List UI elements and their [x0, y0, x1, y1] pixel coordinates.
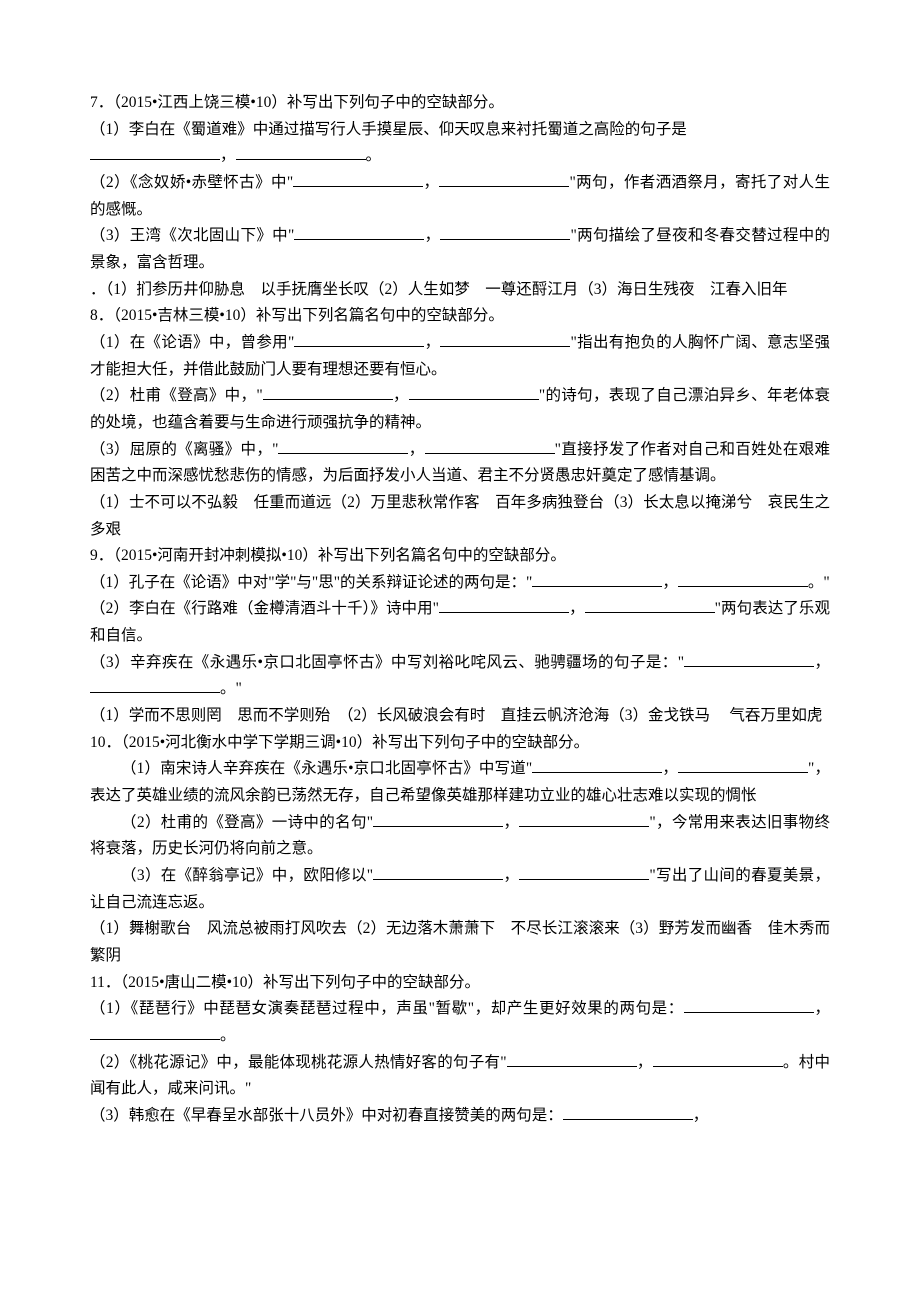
blank: [236, 145, 366, 161]
q10-item-3-text: （3）在《醉翁亭记》中，欧阳修以": [121, 867, 373, 884]
q10-item-1-text: （1）南宋诗人辛弃疾在《永遇乐•京口北固亭怀古》中写道": [121, 760, 532, 777]
blank: [532, 758, 662, 774]
q10-answer: （1）舞榭歌台 风流总被雨打风吹去（2）无边落木萧萧下 不尽长江滚滚来（3）野芳…: [90, 916, 830, 969]
q8-header: 8．（2015•吉林三模•10）补写出下列名篇名句中的空缺部分。: [90, 303, 830, 330]
q9-item-1-tail: 。": [808, 574, 830, 591]
q7-item-2-text: （2）《念奴娇•赤壁怀古》中": [90, 174, 293, 191]
sep: ，: [220, 147, 236, 164]
q8-item-2: （2）杜甫《登高》中，"，"的诗句，表现了自己漂泊异乡、年老体衰的处境，也蕴含着…: [90, 383, 830, 436]
blank: [563, 1104, 693, 1120]
blank: [294, 331, 424, 347]
q8-item-3-text: （3）屈原的《离骚》中，": [90, 441, 278, 458]
q8-item-1-text: （1）在《论语》中，曾参用": [90, 334, 294, 351]
q11-item-3-text: （3）韩愈在《早春呈水部张十八员外》中对初春直接赞美的两句是：: [90, 1107, 563, 1124]
blank: [439, 598, 569, 614]
blank: [90, 145, 220, 161]
q10-header: 10．（2015•河北衡水中学下学期三调•10）补写出下列句子中的空缺部分。: [90, 730, 830, 757]
q7-item-1-text: （1）李白在《蜀道难》中通过描写行人手摸星辰、仰天叹息来衬托蜀道之高险的句子是: [90, 121, 687, 138]
q7-item-1-blanks: ，。: [90, 143, 830, 170]
blank: [425, 438, 555, 454]
blank: [409, 385, 539, 401]
q7-answer: ．（1）扪参历井仰胁息 以手抚膺坐长叹（2）人生如梦 一尊还酹江月（3）海日生残…: [90, 277, 830, 304]
blank: [678, 571, 808, 587]
blank: [585, 598, 715, 614]
blank: [440, 331, 570, 347]
q10-item-3: （3）在《醉翁亭记》中，欧阳修以"，"写出了山间的春夏美景，让自己流连忘返。: [90, 863, 830, 916]
q9-item-3-l1: （3）辛弃疾在《永遇乐•京口北固亭怀古》中写刘裕叱咤风云、驰骋疆场的句子是："，…: [90, 650, 830, 703]
q11-item-3-tail: ，: [693, 1107, 709, 1124]
blank: [653, 1051, 783, 1067]
q7-item-2: （2）《念奴娇•赤壁怀古》中"，"两句，作者洒酒祭月，寄托了对人生的感慨。: [90, 170, 830, 223]
blank: [519, 811, 649, 827]
q9-item-2: （2）李白在《行路难（金樽清酒斗十千）》诗中用"，"两句表达了乐观和自信。: [90, 596, 830, 649]
q9-item-1-text: （1）孔子在《论语》中对"学"与"思"的关系辩证论述的两句是：": [90, 574, 532, 591]
q11-item-3: （3）韩愈在《早春呈水部张十八员外》中对初春直接赞美的两句是： ，: [90, 1103, 830, 1130]
q9-item-3-text: （3）辛弃疾在《永遇乐•京口北固亭怀古》中写刘裕叱咤风云、驰骋疆场的句子是：": [90, 654, 684, 671]
blank: [439, 171, 569, 187]
blank: [507, 1051, 637, 1067]
q11-item-1: （1）《琵琶行》中琵琶女演奏琵琶过程中，声虽"暂歇"，却产生更好效果的两句是：，…: [90, 996, 830, 1049]
blank: [263, 385, 393, 401]
q8-item-2-text: （2）杜甫《登高》中，": [90, 387, 263, 404]
q11-header: 11．（2015•唐山二模•10）补写出下列句子中的空缺部分。: [90, 970, 830, 997]
q9-item-1: （1）孔子在《论语》中对"学"与"思"的关系辩证论述的两句是："，。": [90, 570, 830, 597]
blank: [293, 171, 423, 187]
blank: [684, 998, 814, 1014]
blank: [90, 678, 220, 694]
blank: [678, 758, 808, 774]
q8-answer: （1）士不可以不弘毅 任重而道远（2）万里悲秋常作客 百年多病独登台（3）长太息…: [90, 490, 830, 543]
q11-item-2-text: （2）《桃花源记》中，最能体现桃花源人热情好客的句子有": [90, 1054, 507, 1071]
q9-header: 9．（2015•河南开封冲刺模拟•10）补写出下列名篇名句中的空缺部分。: [90, 543, 830, 570]
q7-item-3: （3）王湾《次北固山下》中"，"两句描绘了昼夜和冬春交替过程中的景象，富含哲理。: [90, 223, 830, 276]
blank: [519, 864, 649, 880]
q11-item-2: （2）《桃花源记》中，最能体现桃花源人热情好客的句子有"，。村中闻有此人，咸来问…: [90, 1050, 830, 1103]
q7-item-1: （1）李白在《蜀道难》中通过描写行人手摸星辰、仰天叹息来衬托蜀道之高险的句子是: [90, 117, 830, 144]
q10-item-2: （2）杜甫的《登高》一诗中的名句"，"，今常用来表达旧事物终将衰落，历史长河仍将…: [90, 810, 830, 863]
q8-item-3: （3）屈原的《离骚》中，"，"直接抒发了作者对自己和百姓处在艰难困苦之中而深感忧…: [90, 437, 830, 490]
q7-header: 7．（2015•江西上饶三模•10）补写出下列句子中的空缺部分。: [90, 90, 830, 117]
q9-item-3-tail: 。": [220, 680, 242, 697]
q11-item-1-text: （1）《琵琶行》中琵琶女演奏琵琶过程中，声虽"暂歇"，却产生更好效果的两句是：: [90, 1000, 684, 1017]
blank: [532, 571, 662, 587]
period: 。: [366, 147, 382, 164]
blank: [440, 225, 570, 241]
blank: [373, 864, 503, 880]
q11-item-1-tail: 。: [220, 1027, 236, 1044]
q10-item-1: （1）南宋诗人辛弃疾在《永遇乐•京口北固亭怀古》中写道"，"，表达了英雄业绩的流…: [90, 756, 830, 809]
blank: [684, 651, 814, 667]
q7-item-3-text: （3）王湾《次北固山下》中": [90, 227, 294, 244]
q10-item-2-text: （2）杜甫的《登高》一诗中的名句": [121, 814, 373, 831]
q8-item-1: （1）在《论语》中，曾参用"，"指出有抱负的人胸怀广阔、意志坚强才能担大任，并借…: [90, 330, 830, 383]
blank: [90, 1024, 220, 1040]
blank: [278, 438, 408, 454]
q9-answer: （1）学而不思则罔 思而不学则殆 （2）长风破浪会有时 直挂云帆济沧海（3）金戈…: [90, 703, 830, 730]
blank: [294, 225, 424, 241]
q9-item-2-text: （2）李白在《行路难（金樽清酒斗十千）》诗中用": [90, 600, 439, 617]
blank: [373, 811, 503, 827]
